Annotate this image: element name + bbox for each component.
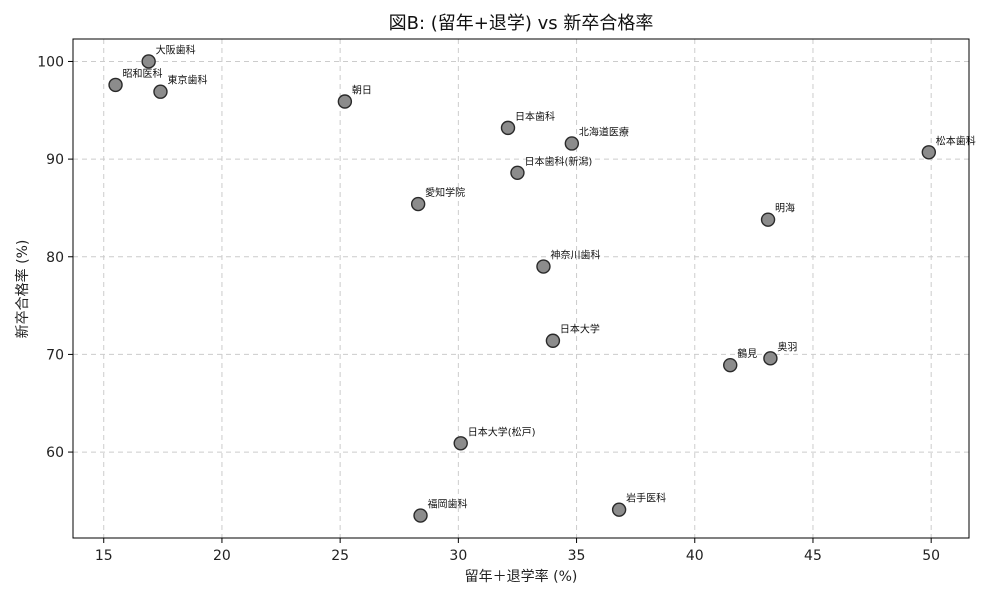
x-tick-label: 45: [804, 548, 822, 564]
data-point: [723, 357, 738, 373]
data-point: [108, 77, 123, 93]
data-point: [141, 54, 156, 69]
data-point-label: 日本歯科: [515, 110, 555, 123]
y-tick-label: 70: [46, 347, 64, 363]
data-point: [500, 120, 516, 136]
data-point: [337, 94, 353, 109]
y-tick-label: 90: [46, 152, 64, 168]
y-tick-label: 100: [37, 54, 64, 70]
data-point-label: 昭和医科: [123, 67, 163, 80]
data-point-label: 東京歯科: [167, 74, 207, 87]
data-point-label: 岩手医科: [626, 492, 666, 505]
data-point-label: 愛知学院: [425, 186, 465, 199]
x-tick-label: 35: [568, 548, 586, 564]
data-point-label: 奥羽: [777, 340, 797, 353]
plot-frame: [72, 38, 970, 539]
y-tick-label: 80: [46, 250, 64, 266]
x-tick-label: 20: [213, 548, 231, 564]
data-point: [921, 145, 937, 160]
data-point-label: 鶴見: [737, 347, 757, 360]
grid-layer: [73, 39, 969, 538]
data-point-label: 大阪歯科: [156, 43, 196, 56]
data-point: [453, 436, 468, 451]
y-tick-label: 60: [46, 445, 64, 461]
data-point: [545, 333, 561, 348]
x-tick-label: 40: [686, 548, 704, 564]
data-point: [510, 165, 525, 180]
point-layer: [108, 54, 937, 523]
data-point: [760, 212, 776, 227]
x-axis-label: 留年＋退学率 (%): [465, 568, 578, 585]
data-point-label: 神奈川歯科: [550, 249, 600, 262]
data-point: [564, 136, 580, 151]
data-point-label: 北海道医療: [579, 125, 629, 138]
x-tick-label: 30: [449, 548, 467, 564]
data-point: [413, 508, 428, 523]
data-point: [536, 259, 551, 274]
data-point: [153, 84, 168, 99]
data-point-label: 朝日: [352, 84, 372, 96]
data-point: [410, 196, 426, 212]
data-point: [611, 502, 627, 517]
tick-layer: 15 20 25 30 35 40 45 50 60 70 80 90 100: [37, 54, 940, 564]
y-axis-label: 新卒合格率 (%): [14, 240, 31, 339]
data-point-label: 福岡歯科: [428, 498, 468, 511]
data-point-label: 日本歯科(新潟): [524, 155, 592, 168]
data-point-label: 日本大学: [560, 323, 600, 336]
data-point-label: 日本大学(松戸): [468, 425, 536, 438]
x-tick-label: 25: [331, 548, 349, 564]
x-tick-label: 50: [922, 548, 940, 564]
chart-title: 図B: (留年+退学) vs 新卒合格率: [389, 13, 654, 34]
data-point-label: 松本歯科: [936, 134, 976, 147]
data-point-label: 明海: [775, 202, 795, 215]
x-tick-label: 15: [95, 548, 113, 564]
data-point: [763, 351, 778, 366]
